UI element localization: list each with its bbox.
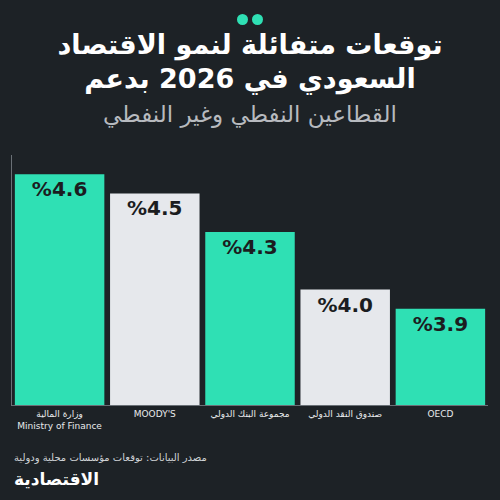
svg-text:وزارة الماليةMinistry of Finan: وزارة الماليةMinistry of Finance <box>17 409 102 431</box>
html-text:الاقتصادية: الاقتصادية <box>14 469 100 489</box>
svg-text:%4.0: %4.0 <box>317 293 372 317</box>
svg-text:%4.5: %4.5 <box>127 196 182 220</box>
svg-text:مجموعة البنك الدولي: مجموعة البنك الدولي <box>210 409 289 419</box>
html-text:توقعات متفائلة لنمو الاقتصاد ا: توقعات متفائلة لنمو الاقتصاد السعودي في … <box>57 29 443 94</box>
svg-text:%4.3: %4.3 <box>222 235 277 259</box>
svg-text:%4.6: %4.6 <box>32 177 87 201</box>
svg-text:%3.9: %3.9 <box>413 312 468 336</box>
html-text:مصدر البيانات: توقعات مؤسسات م: مصدر البيانات: توقعات مؤسسات محلية ودولي… <box>14 452 207 463</box>
svg-text:MOODY'S: MOODY'S <box>134 409 176 419</box>
svg-text:صندوق النقد الدولي: صندوق النقد الدولي <box>308 409 382 419</box>
svg-text:OECD: OECD <box>427 409 453 419</box>
html-text:القطاعين النفطي وغير النفطي: القطاعين النفطي وغير النفطي <box>103 101 397 127</box>
